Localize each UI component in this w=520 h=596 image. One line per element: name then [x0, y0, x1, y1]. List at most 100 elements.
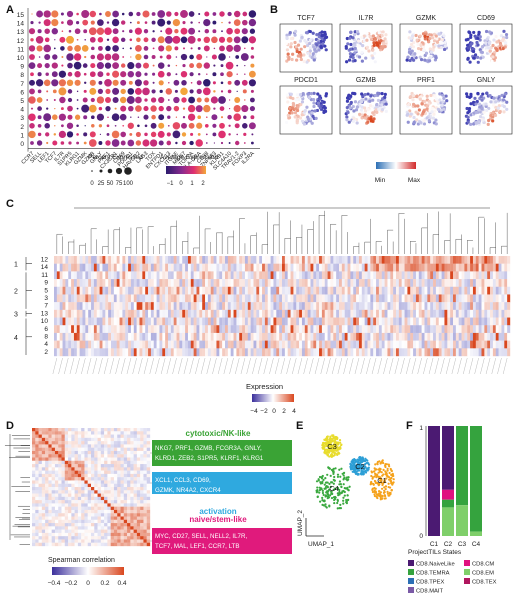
feature-cell — [493, 113, 498, 117]
expression-legend-label: 0 — [272, 408, 276, 415]
matrix-cell — [100, 496, 105, 501]
heatmap-cell — [472, 332, 476, 341]
gene-tick — [354, 357, 360, 375]
matrix-cell — [51, 509, 56, 514]
matrix-cell — [100, 509, 105, 514]
dot — [160, 30, 163, 33]
matrix-cell — [117, 434, 121, 438]
heatmap-cell — [111, 279, 115, 287]
matrix-cell — [68, 450, 72, 455]
heatmap-cell — [99, 286, 103, 295]
feature-cell — [480, 98, 484, 102]
feature-title: PDCD1 — [294, 77, 318, 84]
matrix-cell — [41, 441, 46, 445]
heatmap-cell — [59, 279, 63, 287]
matrix-cell — [107, 467, 111, 471]
heatmap-cell — [276, 263, 280, 272]
heatmap-cell — [433, 317, 437, 326]
matrix-cell — [87, 460, 92, 465]
heatmap-cell — [478, 302, 482, 311]
heatmap-cell — [492, 271, 496, 280]
matrix-cell — [74, 470, 79, 475]
matrix-cell — [130, 477, 134, 481]
heatmap-cell — [353, 348, 357, 357]
panel-label-b: B — [270, 4, 278, 16]
heatmap-cell — [396, 325, 400, 334]
dot — [198, 30, 201, 33]
heatmap-cell — [96, 332, 100, 341]
matrix-cell — [81, 450, 85, 455]
heatmap-cell — [199, 286, 203, 295]
heatmap-cell — [284, 325, 288, 334]
heatmap-cell — [259, 317, 263, 326]
heatmap-cell — [88, 302, 92, 311]
gene-tick — [178, 357, 183, 375]
heatmap-cell — [495, 325, 499, 334]
feature-cell — [372, 43, 376, 47]
matrix-cell — [91, 473, 95, 478]
heatmap-cell — [487, 340, 491, 349]
heatmap-cell — [424, 317, 428, 326]
heatmap-cell — [205, 256, 209, 264]
matrix-cell — [41, 454, 46, 458]
heatmap-cell — [404, 340, 408, 349]
gene-tick — [269, 357, 274, 375]
matrix-cell — [45, 490, 49, 494]
heatmap-cell — [364, 279, 368, 287]
heatmap-cell — [307, 256, 311, 264]
heatmap-cell — [225, 263, 229, 272]
matrix-cell — [35, 434, 39, 438]
heatmap-cell — [490, 348, 494, 357]
heatmap-cell — [145, 317, 149, 326]
heatmap-cell — [225, 294, 229, 303]
heatmap-cell — [484, 286, 488, 295]
heatmap-cell — [88, 286, 92, 295]
heatmap-cell — [356, 340, 360, 349]
matrix-cell — [58, 506, 62, 511]
feature-cell — [428, 37, 432, 41]
heatmap-cell — [54, 325, 58, 334]
heatmap-cell — [262, 271, 266, 280]
feature-cell — [371, 98, 375, 102]
heatmap-cell — [487, 348, 491, 357]
heatmap-cell — [219, 325, 223, 334]
heatmap-cell — [347, 302, 351, 311]
dot — [158, 80, 164, 86]
heatmap-cell — [361, 286, 365, 295]
heatmap-cell — [387, 325, 391, 334]
heatmap-cell — [327, 286, 331, 295]
heatmap-cell — [139, 340, 143, 349]
heatmap-cell — [56, 309, 60, 318]
heatmap-cell — [498, 332, 502, 341]
heatmap-cell — [148, 309, 152, 318]
heatmap-cell — [276, 317, 280, 326]
heatmap-cell — [279, 332, 283, 341]
feature-cell — [380, 92, 384, 96]
heatmap-cell — [501, 294, 505, 303]
heatmap-cell — [179, 286, 183, 295]
heatmap-cell — [102, 325, 106, 334]
heatmap-cell — [68, 271, 72, 280]
matrix-cell — [71, 477, 75, 481]
dot — [135, 45, 142, 52]
heatmap-cell — [401, 332, 405, 341]
matrix-cell — [107, 493, 111, 497]
heatmap-cell — [498, 302, 502, 311]
heatmap-cell — [210, 332, 214, 341]
matrix-cell — [127, 470, 131, 475]
heatmap-cell — [481, 317, 485, 326]
heatmap-cell — [290, 256, 294, 264]
matrix-cell — [117, 431, 121, 435]
feature-cell — [444, 44, 448, 48]
feature-cell — [481, 118, 485, 122]
feature-cell — [357, 49, 361, 53]
heatmap-cell — [259, 309, 263, 318]
matrix-cell — [120, 513, 124, 517]
heatmap-cell — [461, 325, 465, 334]
matrix-cell — [68, 496, 72, 501]
dot — [152, 47, 155, 50]
matrix-cell — [68, 487, 72, 491]
matrix-cell — [146, 487, 151, 491]
matrix-cell — [45, 464, 49, 468]
matrix-cell — [74, 464, 79, 468]
